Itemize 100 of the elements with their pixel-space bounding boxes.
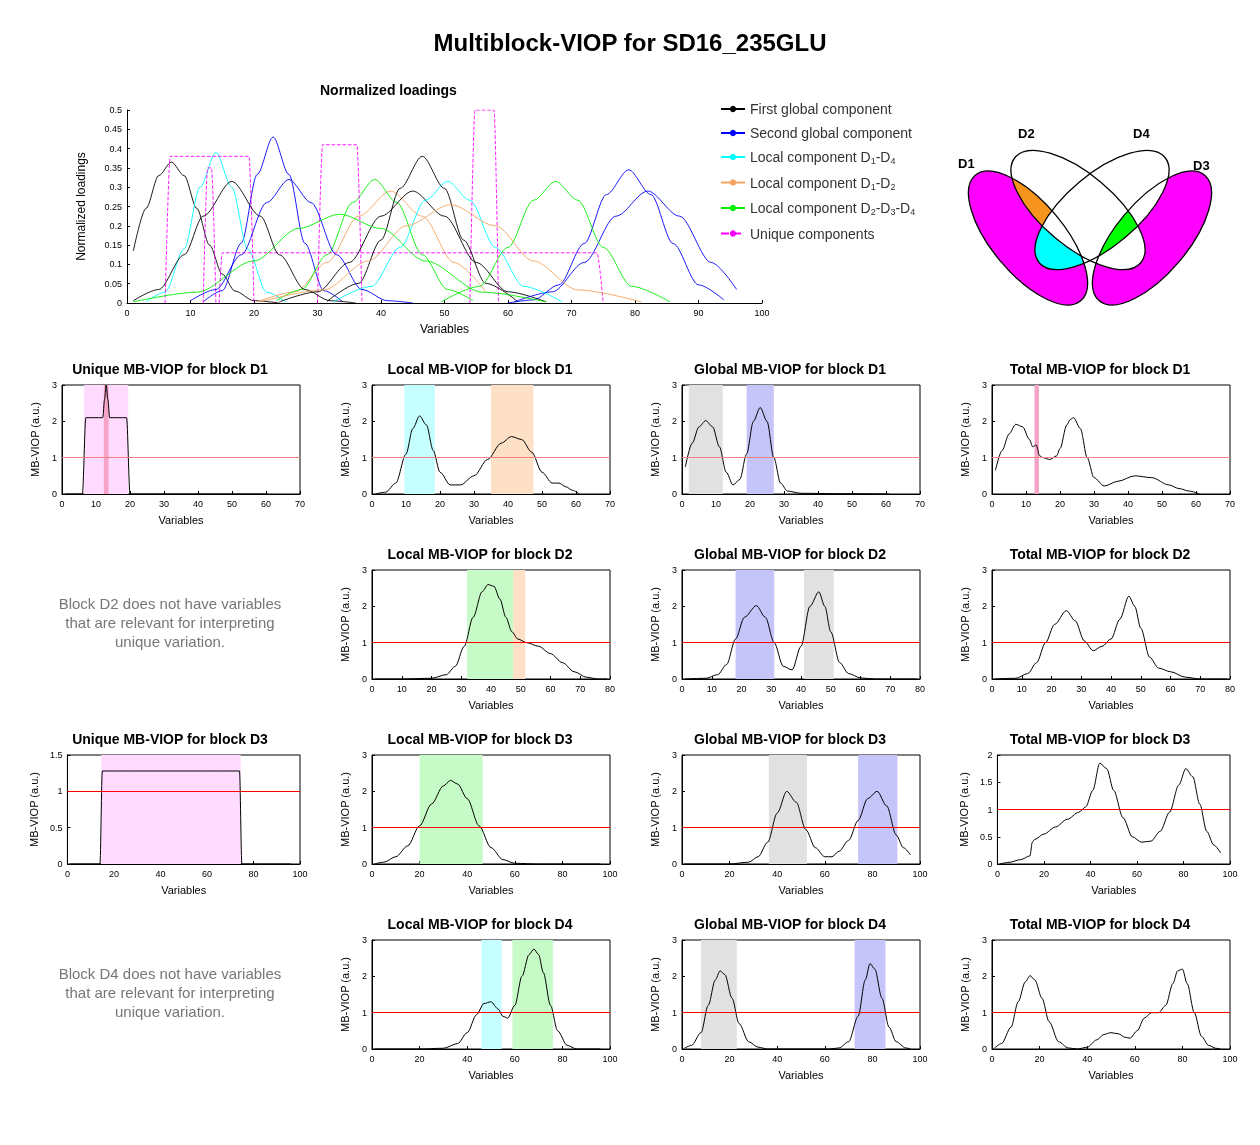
- x-tick-label: 20: [1054, 498, 1066, 509]
- x-tick-label: 30: [468, 498, 480, 509]
- x-tick-label: 30: [1088, 498, 1100, 509]
- y-tick-label: 2: [361, 786, 367, 797]
- y-tick-label: 0.5: [49, 822, 63, 833]
- x-tick-label: 10: [1016, 683, 1027, 694]
- y-axis-title: MB-VIOP (a.u.): [957, 772, 970, 847]
- x-tick-label: 70: [575, 683, 586, 694]
- x-axis-title: Variables: [468, 513, 515, 526]
- x-tick-label: 50: [536, 498, 548, 509]
- x-tick-label: 80: [1224, 683, 1236, 694]
- x-tick-label: 40: [462, 868, 473, 879]
- x-axis-title: Variables: [778, 883, 825, 896]
- y-tick-label: 3: [981, 565, 987, 575]
- x-tick-label: 20: [736, 683, 747, 694]
- x-tick-label: 50: [825, 683, 836, 694]
- y-tick-label: 0.05: [104, 278, 122, 289]
- x-tick-label: 80: [629, 307, 641, 318]
- x-tick-label: 20: [1034, 1053, 1045, 1064]
- text: D2: [1018, 126, 1035, 141]
- chart-title: Total MB-VIOP for block D3: [1009, 731, 1191, 747]
- x-tick-label: 60: [1129, 1053, 1140, 1064]
- x-tick-label: 70: [604, 498, 616, 509]
- x-tick-label: 60: [570, 498, 582, 509]
- y-tick-label: 3: [51, 380, 57, 390]
- y-tick-label: 0.35: [104, 162, 122, 173]
- x-tick-label: 30: [766, 683, 777, 694]
- x-tick-label: 30: [778, 498, 790, 509]
- legend-label: Second global component: [750, 125, 913, 141]
- text: D1: [958, 156, 975, 171]
- x-tick-label: 80: [867, 1053, 878, 1064]
- x-tick-label: 50: [846, 498, 858, 509]
- x-tick-label: 20: [724, 1053, 735, 1064]
- x-tick-label: 50: [515, 683, 526, 694]
- x-tick-label: 20: [426, 683, 437, 694]
- x-tick-label: 40: [1082, 1053, 1093, 1064]
- y-tick-label: 0: [981, 489, 987, 499]
- y-tick-label: 3: [981, 935, 987, 945]
- x-tick-label: 80: [557, 1053, 568, 1064]
- x-tick-label: 20: [434, 498, 446, 509]
- y-tick-label: 0.45: [104, 124, 122, 135]
- x-tick-label: 0: [369, 1053, 375, 1064]
- x-tick-label: 40: [192, 498, 204, 509]
- x-axis-title: Variables: [778, 1068, 825, 1081]
- x-tick-label: 60: [1131, 868, 1142, 879]
- chart-title: Global MB-VIOP for block D1: [694, 361, 887, 377]
- x-tick-label: 40: [462, 1053, 473, 1064]
- x-tick-label: 60: [1190, 498, 1202, 509]
- y-tick-label: 1: [671, 452, 677, 463]
- y-tick-label: 0: [361, 674, 367, 684]
- x-tick-label: 40: [812, 498, 824, 509]
- y-tick-label: 3: [671, 750, 677, 760]
- x-tick-label: 10: [396, 683, 407, 694]
- y-axis-title: MB-VIOP (a.u.): [338, 587, 351, 662]
- x-tick-label: 40: [795, 683, 807, 694]
- chart-title: Local MB-VIOP for block D3: [387, 731, 573, 747]
- x-tick-label: 60: [509, 868, 520, 879]
- x-tick-label: 100: [602, 868, 618, 879]
- x-tick-label: 0: [679, 498, 685, 509]
- x-tick-label: 30: [158, 498, 170, 509]
- y-tick-label: 1: [361, 452, 367, 463]
- x-tick-label: 10: [185, 307, 196, 318]
- y-tick-label: 0: [51, 489, 57, 499]
- x-tick-label: 70: [1224, 498, 1236, 509]
- y-tick-label: 0.15: [104, 240, 122, 251]
- y-tick-label: 3: [361, 935, 367, 945]
- y-tick-label: 3: [361, 565, 367, 575]
- y-tick-label: 0: [361, 1044, 367, 1054]
- x-axis-title: Variables: [1091, 883, 1137, 896]
- chart-title: Global MB-VIOP for block D3: [694, 731, 887, 747]
- y-tick-label: 1: [987, 804, 993, 815]
- x-tick-label: 20: [248, 307, 260, 318]
- y-tick-label: 2: [987, 750, 993, 760]
- y-tick-label: 3: [671, 565, 677, 575]
- x-tick-label: 80: [248, 868, 259, 879]
- x-axis-title: Variables: [161, 883, 207, 896]
- x-axis-title: Variables: [468, 698, 515, 711]
- x-tick-label: 50: [1156, 498, 1168, 509]
- x-tick-label: 40: [155, 868, 166, 879]
- y-tick-label: 0: [671, 489, 677, 499]
- y-axis-title: MB-VIOP (a.u.): [338, 957, 351, 1032]
- x-tick-label: 0: [369, 683, 375, 694]
- y-tick-label: 0: [361, 489, 367, 499]
- x-tick-label: 40: [1122, 498, 1134, 509]
- x-tick-label: 60: [819, 1053, 830, 1064]
- x-tick-label: 20: [414, 868, 425, 879]
- x-axis-title: Variables: [1088, 698, 1135, 711]
- y-tick-label: 3: [361, 750, 367, 760]
- x-tick-label: 50: [1135, 683, 1146, 694]
- x-axis-title: Variables: [1088, 1068, 1135, 1081]
- y-tick-label: 1.5: [979, 777, 993, 788]
- x-tick-label: 70: [294, 498, 306, 509]
- x-tick-label: 80: [1177, 1053, 1188, 1064]
- x-tick-label: 0: [679, 1053, 685, 1064]
- y-axis-title: MB-VIOP (a.u.): [338, 402, 351, 477]
- x-tick-label: 20: [1046, 683, 1057, 694]
- y-axis-title: MB-VIOP (a.u.): [958, 957, 971, 1032]
- x-axis-title: Variables: [778, 513, 825, 526]
- y-tick-label: 2: [361, 416, 367, 427]
- x-tick-label: 60: [509, 1053, 520, 1064]
